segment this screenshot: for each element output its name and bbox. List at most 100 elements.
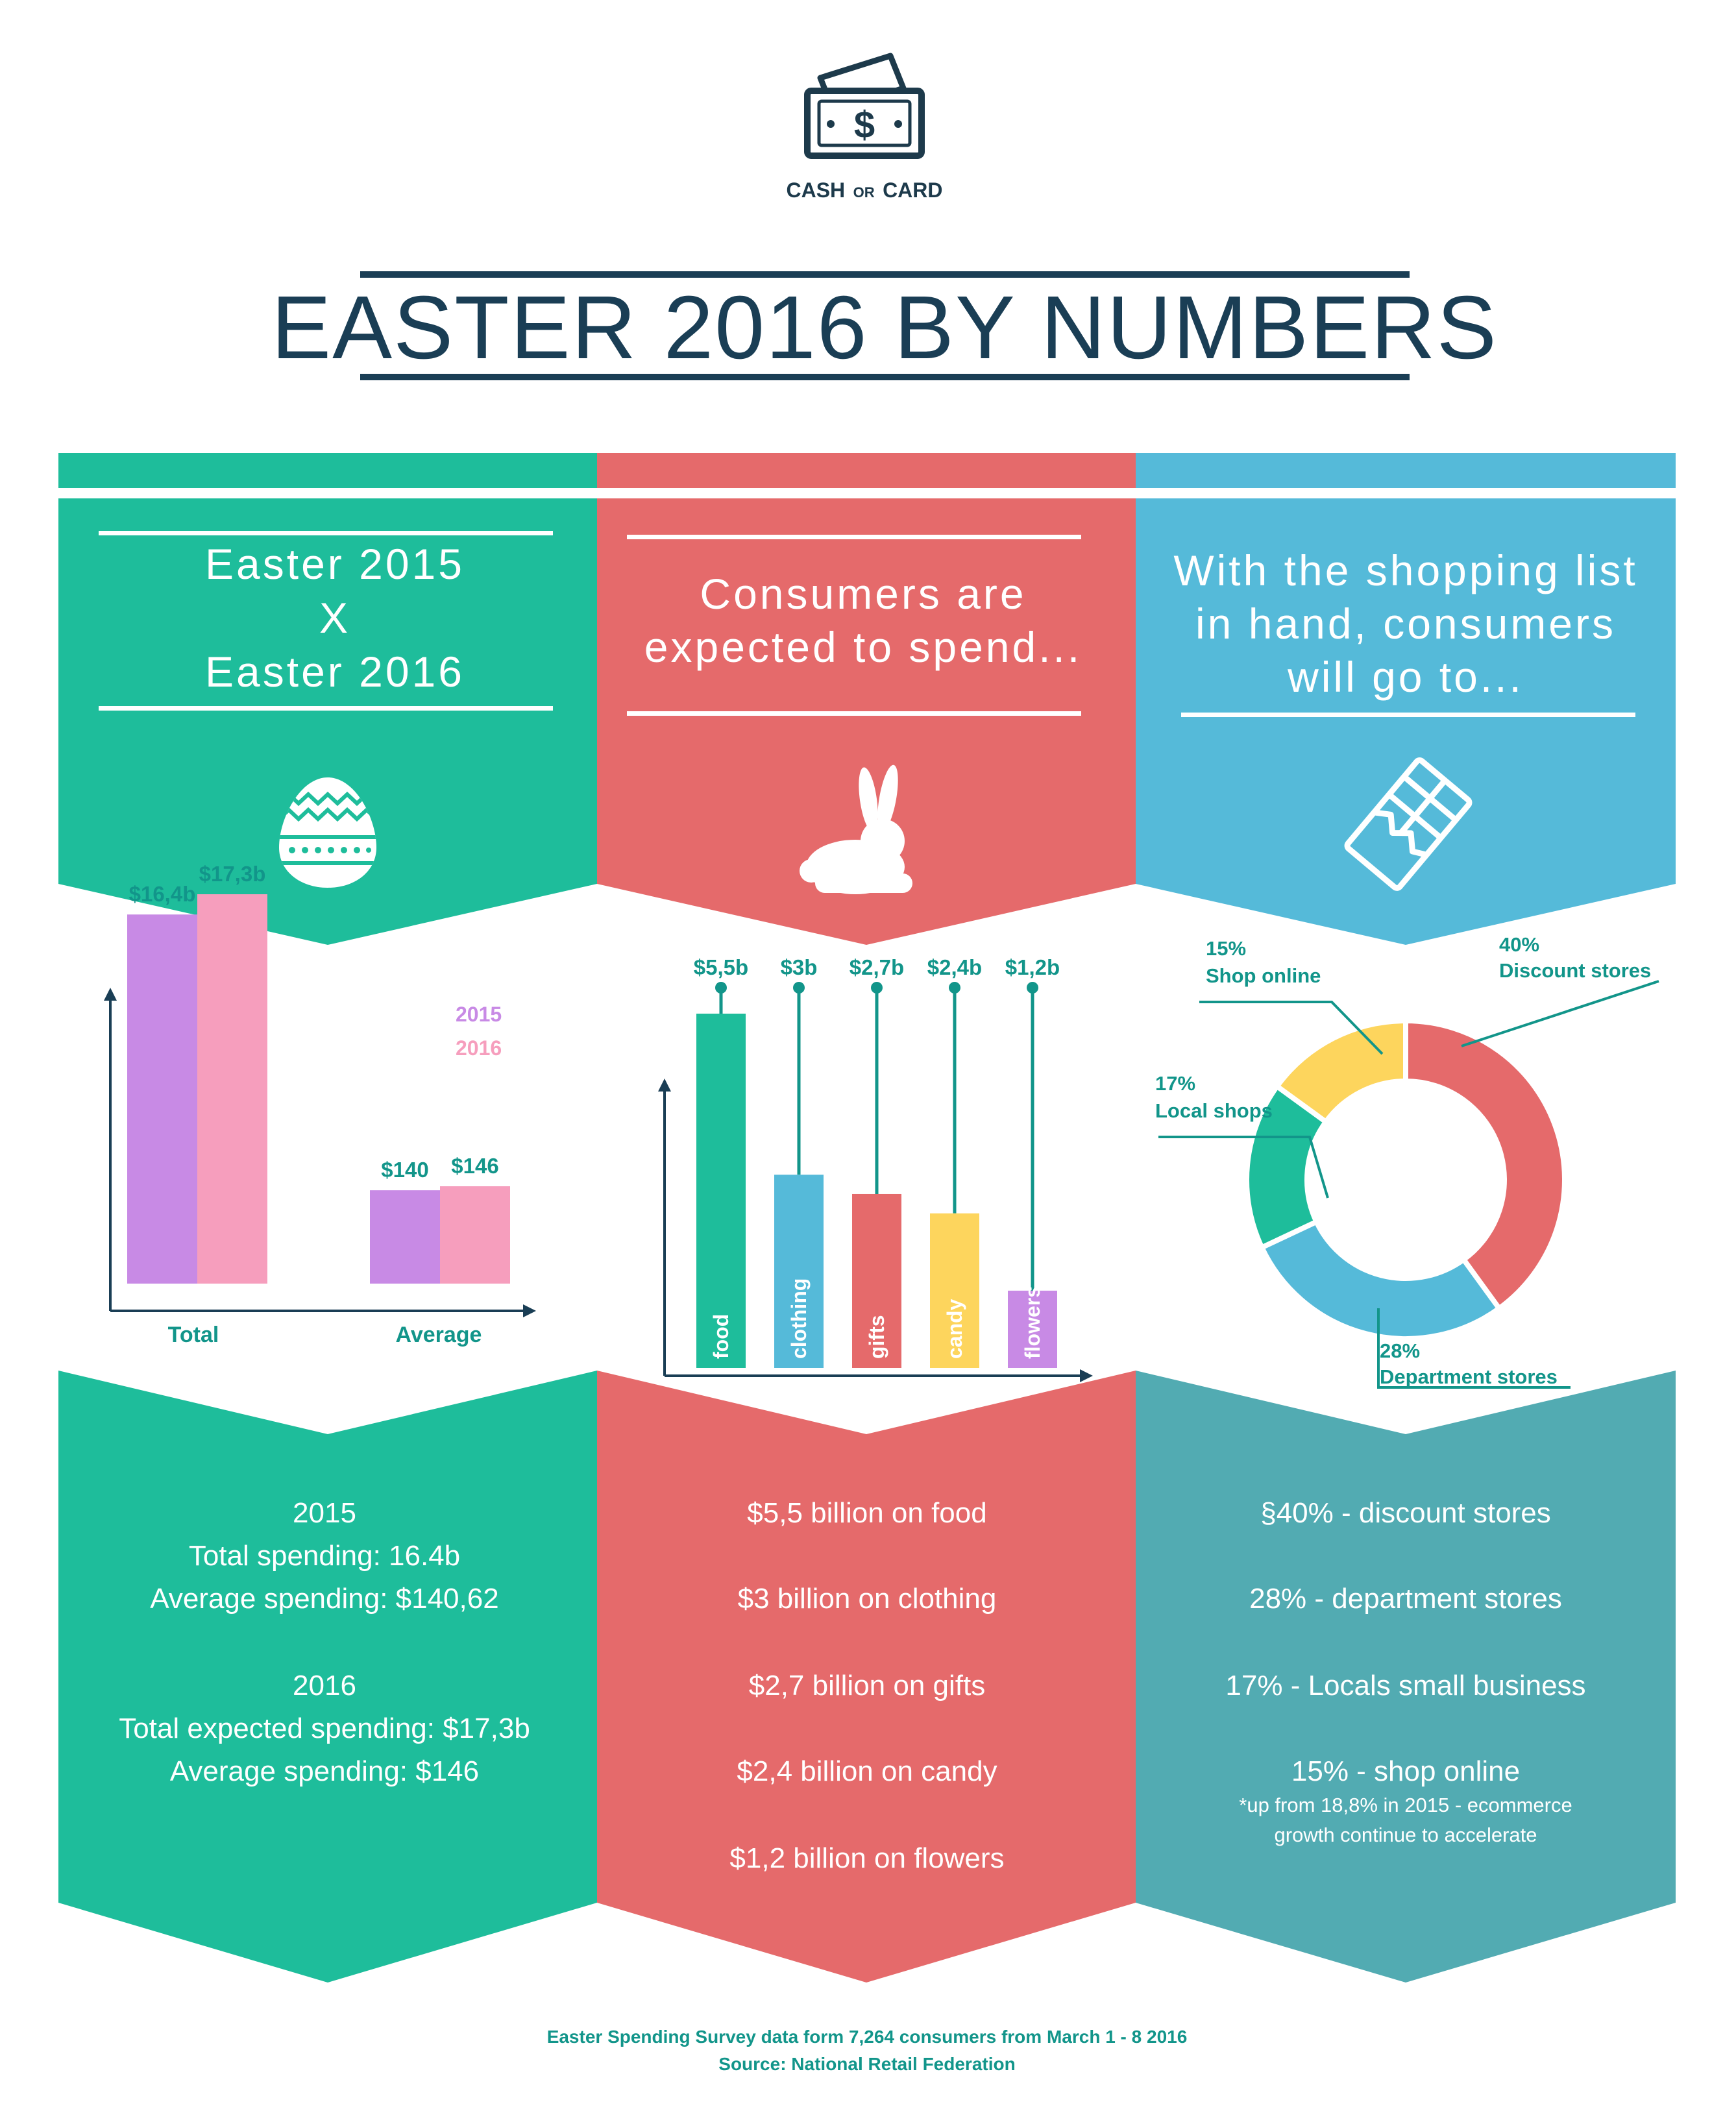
callout-line-online <box>1199 1001 1384 1055</box>
col3-detail-3: 17% - Locals small business <box>1225 1670 1585 1702</box>
col1-heading-line-1: Easter 2015 <box>205 540 465 588</box>
col1-heading-line-2: X <box>319 594 350 642</box>
chart2-value-candy: $2,4b <box>927 955 982 979</box>
chart1-category-average: Average <box>396 1323 482 1347</box>
col1-detail-panel <box>58 1371 597 1983</box>
chart3-slice-department-stores <box>1258 1218 1503 1341</box>
callout-line-local <box>1158 1136 1329 1199</box>
title-rule-top <box>360 271 1410 278</box>
chart1-bar-average-2016 <box>440 1186 510 1284</box>
col3-detail-1: §40% - discount stores <box>1260 1497 1551 1529</box>
chart1-bar-total-2016 <box>197 894 267 1284</box>
chart2-value-food: $5,5b <box>694 955 748 979</box>
chart2-bar-food <box>696 1014 746 1368</box>
donut-callouts <box>1158 980 1659 1389</box>
chart1-legend-2016: 2016 <box>456 1036 502 1060</box>
chart2-category-gifts: gifts <box>865 1315 888 1359</box>
chart2-value-flowers: $1,2b <box>1005 955 1060 979</box>
col2-detail-panel <box>597 1371 1136 1983</box>
money-bill-icon: $ <box>804 53 925 159</box>
title-rule-bottom <box>360 374 1410 380</box>
chart1-bar-total-2015 <box>127 914 197 1284</box>
col3-header-panel <box>1136 498 1676 945</box>
col2-header-panel <box>597 498 1136 945</box>
label-local-name: Local shops <box>1155 1099 1273 1122</box>
chart3-slice-discount-stores <box>1403 1018 1568 1312</box>
strip-green <box>58 453 597 488</box>
label-department-pct: 28% <box>1380 1339 1420 1362</box>
chart-easter-comparison: $16,4b$17,3b$140 $146 Total Average 2015 … <box>104 862 536 1347</box>
chart1-value-total-2016: $17,3b <box>199 862 266 886</box>
col2-detail-1: $5,5 billion on food <box>747 1497 986 1529</box>
chart2-value-clothing: $3b <box>781 955 818 979</box>
col3-detail-2: 28% - department stores <box>1249 1583 1562 1615</box>
strip-blue <box>1136 453 1676 488</box>
col2-rule-top <box>627 535 1081 539</box>
page-title: EASTER 2016 BY NUMBERS <box>271 278 1498 378</box>
chart2-pin-head-food <box>715 982 727 994</box>
chart2-pin-head-candy <box>949 982 960 994</box>
col3-detail-panel <box>1136 1371 1676 1983</box>
strip-red <box>597 453 1136 488</box>
chart1-value-average-2015: $140 <box>381 1158 428 1182</box>
footer-source: Source: National Retail Federation <box>718 2054 1015 2074</box>
chart2-y-arrow <box>658 1079 671 1092</box>
chart1-bar-average-2015 <box>370 1190 440 1284</box>
label-discount-pct: 40% <box>1499 933 1539 956</box>
callout-line-department <box>1377 1308 1571 1389</box>
col1-rule-bottom <box>99 706 553 711</box>
chart2-pin-head-clothing <box>793 982 805 994</box>
col1-rule-top <box>99 531 553 535</box>
col1-header-panel <box>58 498 597 945</box>
col3-detail-4: 15% - shop online <box>1291 1755 1520 1787</box>
label-department-name: Department stores <box>1380 1365 1558 1388</box>
chart1-legend-2015: 2015 <box>456 1003 502 1026</box>
chart2-pin-head-gifts <box>871 982 883 994</box>
logo: $ CASH OR CARD <box>786 53 943 202</box>
chart2-bar-flowers <box>1008 1290 1057 1368</box>
brand-name-or: OR <box>853 184 875 201</box>
chart1-value-total-2015: $16,4b <box>129 882 196 906</box>
col2-detail-5: $1,2 billion on flowers <box>729 1842 1004 1874</box>
chart2-category-candy: candy <box>943 1299 966 1359</box>
label-online-pct: 15% <box>1206 937 1246 960</box>
col1-heading-line-3: Easter 2016 <box>205 648 465 696</box>
chart2-category-clothing: clothing <box>787 1278 811 1359</box>
col3-heading-line-3: will go to... <box>1287 653 1524 701</box>
chart2-x-arrow <box>1080 1369 1093 1382</box>
chart2-category-food: food <box>709 1314 733 1359</box>
col1-detail-2: Total spending: 16.4b <box>189 1540 460 1572</box>
chart1-category-total: Total <box>168 1323 219 1347</box>
col2-rule-bottom <box>627 711 1081 716</box>
chart3-slice-local-shops <box>1244 1082 1330 1251</box>
label-discount-name: Discount stores <box>1499 959 1651 982</box>
col2-heading-line-2: expected to spend... <box>644 623 1082 671</box>
bunny-icon <box>800 764 912 894</box>
chart2-bar-candy <box>930 1213 979 1368</box>
col3-heading-line-2: in hand, consumers <box>1195 600 1616 648</box>
brand-name-card: CARD <box>883 178 942 202</box>
col2-detail-3: $2,7 billion on gifts <box>749 1670 985 1702</box>
svg-text:CASH OR CARD: CASH OR CARD <box>786 178 942 202</box>
chart2-category-flowers: flowers <box>1021 1286 1044 1359</box>
col2-detail-2: $3 billion on clothing <box>738 1583 997 1615</box>
chocolate-bar-icon <box>1344 757 1473 891</box>
footer-survey: Easter Spending Survey data form 7,264 c… <box>547 2027 1188 2047</box>
col3-note-2: growth continue to accelerate <box>1275 1824 1537 1846</box>
chart1-value-average-2016: $146 <box>451 1154 498 1178</box>
chart2-bar-gifts <box>852 1193 901 1368</box>
col1-detail-5: Total expected spending: $17,3b <box>119 1713 530 1744</box>
chart-store-share: 40% Discount stores 15% Shop online 17% … <box>1155 933 1659 1389</box>
svg-text:$: $ <box>854 104 875 146</box>
col3-heading-line-1: With the shopping list <box>1173 546 1637 594</box>
chart2-value-gifts: $2,7b <box>850 955 904 979</box>
chart2-pin-head-flowers <box>1027 982 1038 994</box>
easter-egg-icon <box>279 777 376 888</box>
label-local-pct: 17% <box>1155 1072 1195 1095</box>
col3-rule-bottom <box>1181 713 1635 717</box>
callout-line-discount <box>1461 980 1659 1047</box>
chart-consumer-spending: $5,5b food $3b clothing $2,7b gifts $2,4b candy… <box>658 955 1093 1382</box>
chart1-y-arrow <box>104 988 117 1001</box>
brand-name-cash: CASH <box>786 178 845 202</box>
